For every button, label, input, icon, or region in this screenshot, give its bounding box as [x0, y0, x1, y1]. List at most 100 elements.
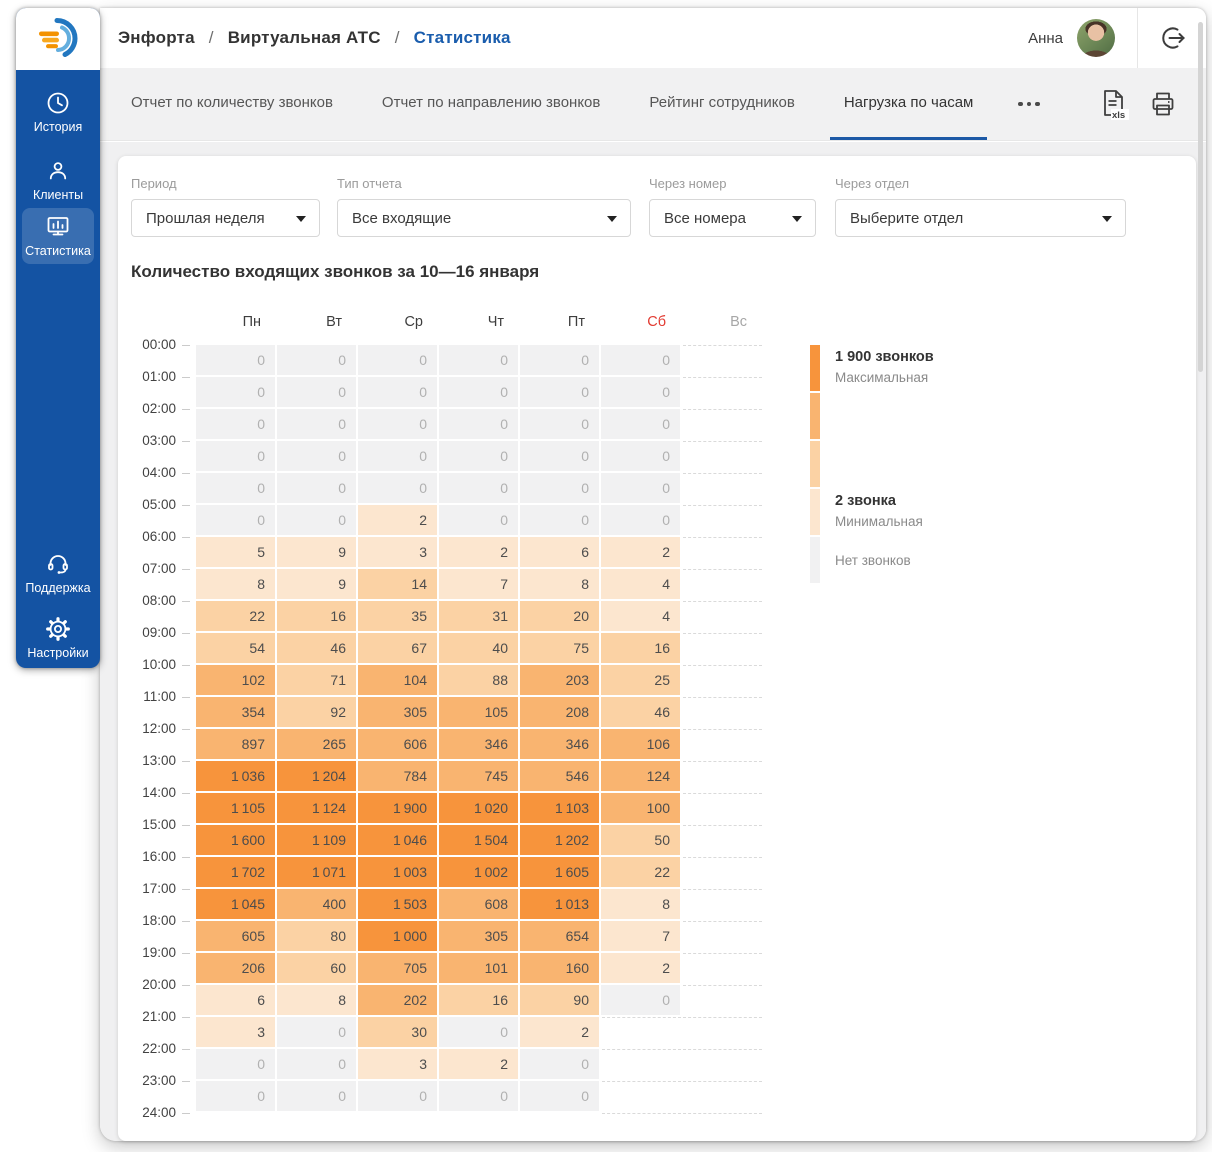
- vertical-scrollbar-thumb[interactable]: [1198, 22, 1203, 372]
- filter-select[interactable]: Прошлая неделя: [131, 199, 320, 237]
- heatmap-cell: 0: [520, 377, 601, 409]
- heatmap-cell: 1 124: [277, 793, 358, 825]
- heatmap-empty-slot: [682, 569, 763, 601]
- printer-icon: [1148, 89, 1178, 119]
- sidebar-item-История[interactable]: История: [22, 84, 94, 140]
- hour-label: 07:00: [142, 561, 176, 576]
- heatmap-cell-value: 0: [277, 505, 356, 535]
- heatmap-cell-value: 0: [277, 441, 356, 471]
- hour-label: 13:00: [142, 753, 176, 768]
- heatmap-cell-value: 0: [601, 345, 680, 375]
- heatmap-cell-value: 1 045: [196, 889, 275, 919]
- filter-select[interactable]: Выберите отдел: [835, 199, 1126, 237]
- heatmap-cell: 0: [520, 1081, 601, 1113]
- hour-label: 17:00: [142, 881, 176, 896]
- heatmap-cell-value: 0: [277, 1049, 356, 1079]
- heatmap-cell-value: 31: [439, 601, 518, 631]
- tab-item[interactable]: Отчет по количеству звонков: [131, 94, 333, 111]
- legend-min-label: Минимальная: [835, 514, 923, 529]
- filter-select[interactable]: Все входящие: [337, 199, 631, 237]
- heatmap-cell: 3: [196, 1017, 277, 1049]
- header-divider: [1137, 8, 1138, 68]
- hour-tick: [182, 857, 190, 858]
- user-name: Анна: [1028, 29, 1063, 47]
- breadcrumb-item[interactable]: Энфорта: [118, 28, 195, 47]
- heatmap-cell-value: 0: [601, 505, 680, 535]
- heatmap-cell: 0: [277, 1049, 358, 1081]
- sidebar-item-Статистика[interactable]: Статистика: [22, 208, 94, 264]
- heatmap-cell-value: 4: [601, 601, 680, 631]
- heatmap-cell: 30: [358, 1017, 439, 1049]
- hour-tick: [182, 985, 190, 986]
- heatmap-cell-value: 265: [277, 729, 356, 759]
- heatmap-cell-value: 2: [439, 537, 518, 567]
- export-xls-button[interactable]: xls: [1098, 88, 1130, 120]
- heatmap-cell: 0: [601, 345, 682, 377]
- heatmap-cell-value: 16: [277, 601, 356, 631]
- logo-box[interactable]: [16, 8, 100, 70]
- heatmap-cell: 16: [439, 985, 520, 1017]
- filter-label: Период: [131, 176, 177, 191]
- heatmap-cell: 106: [601, 729, 682, 761]
- heatmap-cell: 0: [358, 409, 439, 441]
- heatmap-cell-value: 9: [277, 569, 356, 599]
- heatmap-cell: 104: [358, 665, 439, 697]
- more-tabs-button[interactable]: [1008, 68, 1050, 140]
- heatmap-cell-value: 0: [520, 505, 599, 535]
- heatmap-cell-value: 8: [196, 569, 275, 599]
- hour-tick: [182, 1081, 190, 1082]
- heatmap-cell-value: 90: [520, 985, 599, 1015]
- heatmap-cell-value: 1 003: [358, 857, 437, 887]
- logout-button[interactable]: [1156, 21, 1190, 55]
- heatmap-cell: 1 020: [439, 793, 520, 825]
- filter-Через номер: Через номер Все номера: [649, 176, 816, 237]
- heatmap-cell: 101: [439, 953, 520, 985]
- heatmap-empty-slot: [682, 761, 763, 793]
- heatmap-cell-value: 104: [358, 665, 437, 695]
- tab-item[interactable]: Отчет по направлению звонков: [381, 94, 601, 111]
- heatmap-cell-value: 0: [439, 473, 518, 503]
- sidebar-item-Поддержка[interactable]: Поддержка: [22, 545, 94, 601]
- user-avatar[interactable]: [1077, 19, 1115, 57]
- heatmap-cell: 1 204: [277, 761, 358, 793]
- heatmap-empty-slot: [682, 473, 763, 505]
- heatmap-cell: 0: [520, 505, 601, 537]
- tab-active[interactable]: Нагрузка по часам: [829, 68, 988, 140]
- heatmap-cell-value: 0: [196, 345, 275, 375]
- heatmap-cell-value: 2: [358, 505, 437, 535]
- hour-tick: [182, 505, 190, 506]
- print-button[interactable]: [1147, 88, 1179, 120]
- heatmap-cell: 0: [196, 505, 277, 537]
- hour-label: 08:00: [142, 593, 176, 608]
- heatmap-cell: 60: [277, 953, 358, 985]
- heatmap-cell-value: 1 013: [520, 889, 599, 919]
- heatmap-cell: 1 003: [358, 857, 439, 889]
- filter-select[interactable]: Все номера: [649, 199, 816, 237]
- heatmap-cell: 160: [520, 953, 601, 985]
- sidebar-item-Клиенты[interactable]: Клиенты: [22, 152, 94, 208]
- app-window: Энфорта / Виртуальная АТС / Статистика Анна …: [100, 8, 1206, 1141]
- tab-item[interactable]: Рейтинг сотрудников: [649, 94, 795, 111]
- day-headers-row: Пн Вт Ср Чт Пт Сб Вс: [196, 314, 763, 330]
- heatmap-cell: 16: [277, 601, 358, 633]
- heatmap-cell: 0: [196, 377, 277, 409]
- sidebar: История Клиенты Статистика Поддержка Настрой…: [16, 8, 100, 668]
- stats-monitor-icon: [45, 214, 71, 240]
- heatmap-empty-slot: [682, 377, 763, 409]
- dot-icon: [1018, 101, 1023, 107]
- heatmap-cell: 3: [358, 1049, 439, 1081]
- heatmap-cell: 1 109: [277, 825, 358, 857]
- clock-icon: [45, 90, 71, 116]
- legend-segment: [810, 393, 820, 439]
- heatmap-cell-value: 608: [439, 889, 518, 919]
- heatmap-cell-value: 105: [439, 697, 518, 727]
- heatmap-cell-value: 0: [196, 505, 275, 535]
- breadcrumb-item[interactable]: Статистика: [413, 28, 511, 47]
- day-header: Вс: [730, 314, 747, 330]
- dot-icon: [1035, 101, 1040, 107]
- heatmap-cell-value: 46: [277, 633, 356, 663]
- heatmap-cell-value: 346: [439, 729, 518, 759]
- sidebar-item-Настройки[interactable]: Настройки: [22, 610, 94, 666]
- breadcrumb-item[interactable]: Виртуальная АТС: [227, 28, 381, 47]
- heatmap-cell: 90: [520, 985, 601, 1017]
